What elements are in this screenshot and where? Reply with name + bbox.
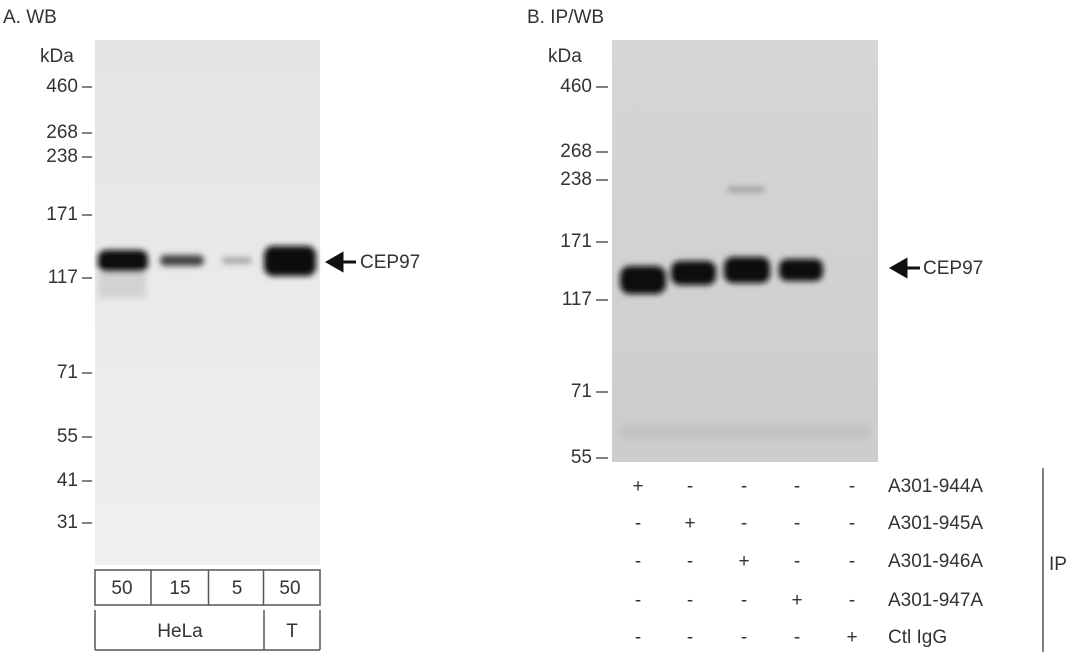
sign: -: [849, 590, 855, 611]
sign: -: [635, 590, 641, 611]
sign: +: [791, 590, 802, 611]
lane-label: 15: [169, 578, 190, 599]
group-label: T: [286, 621, 298, 642]
group-label: IP: [1049, 554, 1067, 575]
row-label: A301-945A: [888, 513, 983, 534]
marker-label: 171: [560, 231, 592, 252]
sign: -: [635, 513, 641, 534]
marker-label: 31: [57, 512, 78, 533]
lane-label: 5: [232, 578, 243, 599]
marker-label: 117: [562, 289, 592, 310]
marker-label: 55: [571, 447, 592, 468]
sign: -: [849, 551, 855, 572]
sign: +: [684, 513, 695, 534]
sign: -: [741, 513, 747, 534]
marker-label: 238: [46, 146, 78, 167]
row-label: A301-944A: [888, 476, 983, 497]
marker-label: 55: [57, 426, 78, 447]
sign: -: [635, 551, 641, 572]
lane-label: 50: [279, 578, 300, 599]
unit-label: kDa: [40, 46, 74, 67]
marker-label: 71: [571, 381, 592, 402]
arrow: [324, 251, 356, 273]
arrow: [888, 257, 920, 279]
marker-label: 460: [560, 76, 592, 97]
sign: +: [846, 627, 857, 648]
blot-a: [95, 40, 320, 565]
marker-label: 268: [46, 122, 78, 143]
sign: -: [687, 627, 693, 648]
marker-label: 268: [560, 141, 592, 162]
lane-box: [94, 569, 321, 606]
marker-label: 41: [57, 470, 78, 491]
sign: -: [741, 476, 747, 497]
marker-label: 117: [48, 267, 78, 288]
marker-label: 238: [560, 169, 592, 190]
row-label: A301-946A: [888, 551, 983, 572]
sign: -: [741, 590, 747, 611]
row-label: A301-947A: [888, 590, 983, 611]
unit-label: kDa: [548, 46, 582, 67]
sign: -: [741, 627, 747, 648]
lane-label: 50: [111, 578, 132, 599]
group-label: HeLa: [157, 621, 203, 642]
blot-b: [612, 40, 878, 462]
sign: -: [687, 551, 693, 572]
row-label: Ctl IgG: [888, 627, 947, 648]
panel-title: A. WB: [3, 7, 57, 28]
sign: -: [794, 476, 800, 497]
marker-label: 460: [46, 76, 78, 97]
sign: -: [687, 476, 693, 497]
sign: +: [738, 551, 749, 572]
sign: -: [687, 590, 693, 611]
sign: -: [849, 513, 855, 534]
sign: -: [794, 627, 800, 648]
target-label: CEP97: [923, 258, 983, 279]
marker-label: 171: [46, 204, 78, 225]
sign: -: [849, 476, 855, 497]
sign: -: [635, 627, 641, 648]
marker-label: 71: [57, 362, 78, 383]
sign: -: [794, 513, 800, 534]
sign: -: [794, 551, 800, 572]
target-label: CEP97: [360, 252, 420, 273]
bands: [98, 187, 870, 439]
sign: +: [632, 476, 643, 497]
panel-title: B. IP/WB: [527, 7, 604, 28]
